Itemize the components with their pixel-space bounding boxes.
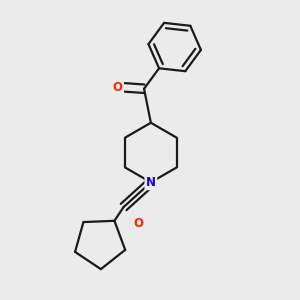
Text: O: O [113, 80, 123, 94]
Text: O: O [134, 217, 143, 230]
Text: N: N [146, 176, 156, 189]
